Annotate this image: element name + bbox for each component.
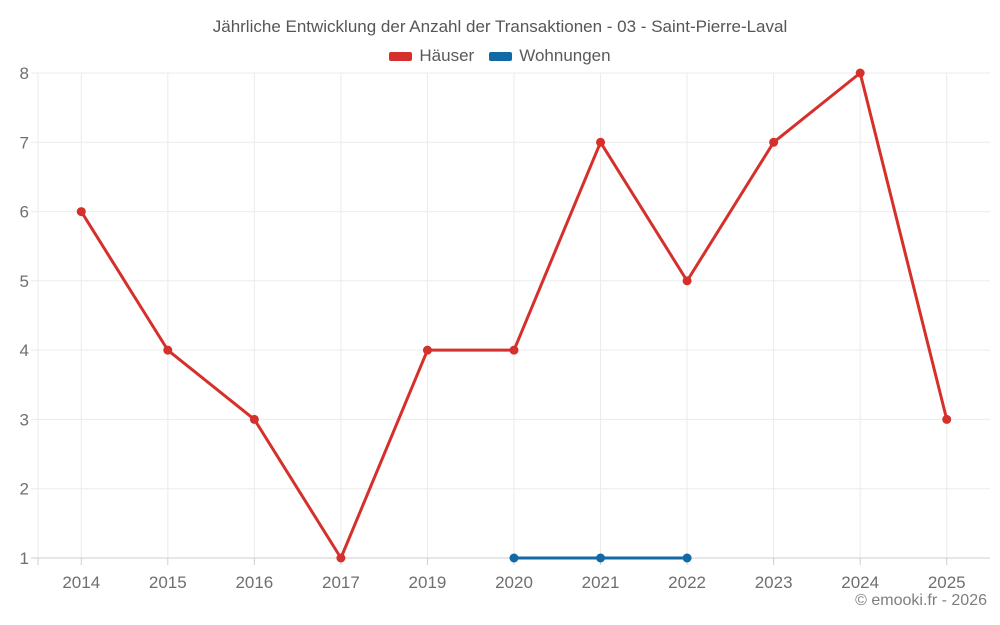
legend-label: Häuser [419,46,475,65]
x-tick-label: 2020 [495,573,533,592]
data-point-hauser-2025 [942,414,952,424]
legend-marker-icon [489,51,513,61]
chart-title: Jährliche Entwicklung der Anzahl der Tra… [212,17,788,36]
data-point-hauser-2014 [76,207,86,217]
data-point-wohnungen-2020 [509,553,519,563]
y-tick-label: 4 [20,341,29,360]
x-tick-label: 2021 [582,573,620,592]
legend-label: Wohnungen [519,46,611,65]
data-point-hauser-2015 [163,345,173,355]
data-point-hauser-2024 [855,68,865,78]
x-tick-label: 2022 [668,573,706,592]
y-tick-label: 8 [20,64,29,83]
legend-item-wohnungen[interactable]: Wohnungen [489,46,611,66]
x-tick-label: 2014 [62,573,100,592]
y-tick-label: 7 [20,133,29,152]
data-point-hauser-2023 [769,137,779,147]
legend-marker-icon [389,51,413,61]
copyright-credit: © emooki.fr - 2026 [855,592,987,609]
data-point-hauser-2021 [596,137,606,147]
data-point-hauser-2017 [336,553,346,563]
x-tick-label: 2025 [928,573,966,592]
x-tick-label: 2019 [409,573,447,592]
x-tick-label: 2015 [149,573,187,592]
y-tick-label: 5 [20,272,29,291]
x-tick-label: 2024 [841,573,879,592]
data-point-hauser-2020 [509,345,519,355]
data-point-hauser-2022 [682,276,692,286]
legend-item-hauser[interactable]: Häuser [389,46,474,66]
data-point-hauser-2019 [422,345,432,355]
y-tick-label: 3 [20,410,29,429]
x-tick-label: 2023 [755,573,793,592]
y-tick-label: 1 [20,549,29,568]
data-point-wohnungen-2021 [596,553,606,563]
data-point-hauser-2016 [249,414,259,424]
data-point-wohnungen-2022 [682,553,692,563]
legend: Häuser Wohnungen [0,46,1000,66]
y-tick-label: 6 [20,203,29,222]
x-tick-label: 2017 [322,573,360,592]
y-tick-label: 2 [20,480,29,499]
x-tick-label: 2016 [235,573,273,592]
